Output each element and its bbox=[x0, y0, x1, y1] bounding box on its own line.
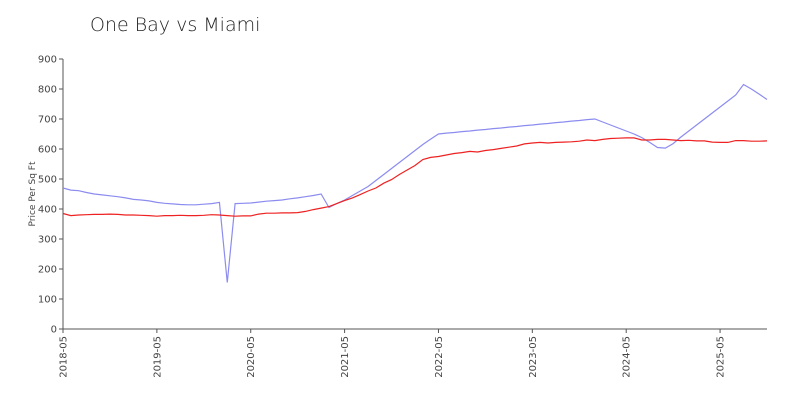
y-tick-label: 200 bbox=[38, 265, 57, 276]
y-tick-label: 800 bbox=[38, 85, 57, 96]
y-tick-label: 0 bbox=[51, 325, 57, 336]
x-tick-label: 2019-05 bbox=[152, 336, 163, 378]
y-tick-label: 100 bbox=[38, 295, 57, 306]
chart-title: One Bay vs Miami bbox=[90, 14, 260, 36]
x-tick-label: 2023-05 bbox=[528, 336, 539, 378]
x-tick-label: 2020-05 bbox=[246, 336, 257, 378]
y-tick-label: 400 bbox=[38, 205, 57, 216]
y-tick-label: 900 bbox=[38, 55, 57, 66]
y-axis-label: Price Per Sq Ft bbox=[28, 161, 38, 226]
x-tick-label: 2025-05 bbox=[716, 336, 727, 378]
series-line bbox=[62, 137, 768, 217]
x-tick-label: 2018-05 bbox=[59, 336, 70, 378]
y-tick-label: 500 bbox=[38, 175, 57, 186]
y-tick-label: 300 bbox=[38, 235, 57, 246]
series-line bbox=[62, 83, 768, 283]
y-tick-label: 700 bbox=[38, 115, 57, 126]
y-tick-label: 600 bbox=[38, 145, 57, 156]
x-tick-label: 2022-05 bbox=[434, 336, 445, 378]
x-tick-label: 2024-05 bbox=[622, 336, 633, 378]
x-tick-label: 2021-05 bbox=[340, 336, 351, 378]
